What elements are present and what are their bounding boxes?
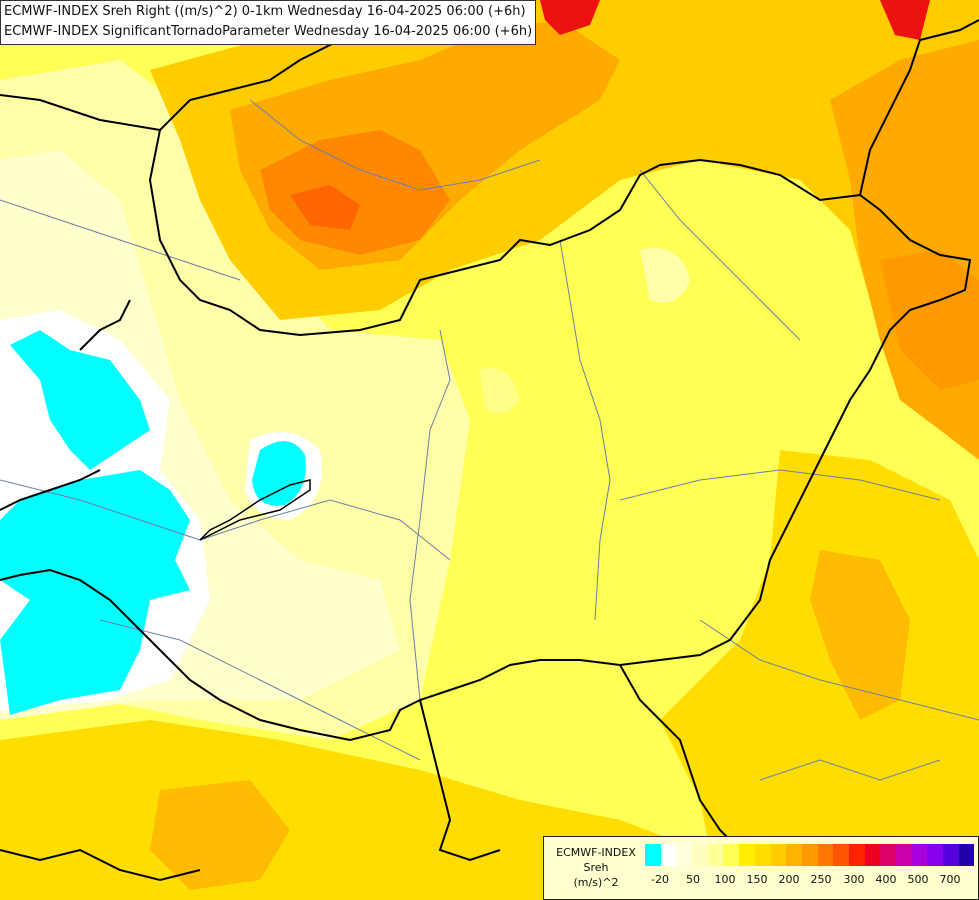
cyan-area-1 (10, 330, 150, 470)
legend-swatch (833, 844, 849, 866)
dark-orange-north (260, 130, 450, 255)
map-title-box: ECMWF-INDEX Sreh Right ((m/s)^2) 0-1km W… (0, 0, 537, 45)
legend-swatch (927, 844, 944, 866)
legend-tick-label: 200 (778, 873, 800, 886)
legend-tick-label: -20 (651, 873, 669, 886)
legend-swatch (864, 844, 881, 866)
legend-swatch (801, 844, 818, 866)
map-title-line-1: ECMWF-INDEX Sreh Right ((m/s)^2) 0-1km W… (4, 4, 526, 19)
legend-swatch (660, 844, 677, 866)
legend-tick-label: 250 (810, 873, 832, 886)
red-orange-core (290, 185, 360, 230)
legend-swatch (723, 844, 740, 866)
legend-tick-label: 700 (939, 873, 961, 886)
legend-ticks: -20 50 100 150 200 250 300 400 500 700 (645, 873, 975, 889)
legend-swatch (896, 844, 912, 866)
legend-tick-label: 100 (714, 873, 736, 886)
orange-southeast (810, 550, 910, 720)
dark-orange-east (880, 250, 979, 390)
legend-tick-label: 500 (907, 873, 929, 886)
legend-swatch (739, 844, 755, 866)
legend-tick-label: 400 (875, 873, 897, 886)
legend-label-line-1: ECMWF-INDEX (556, 846, 636, 859)
cyan-area-3 (252, 441, 306, 506)
legend-swatch (880, 844, 896, 866)
pale-patch-center (640, 248, 690, 303)
legend-swatch (707, 844, 724, 866)
legend-swatch (911, 844, 928, 866)
legend-swatch (958, 844, 975, 866)
red-top (540, 0, 600, 35)
river-lines (0, 99, 979, 781)
pale-patch-center-2 (480, 368, 520, 414)
cyan-area-2 (0, 470, 190, 715)
legend-swatch (770, 844, 787, 866)
legend-swatch (817, 844, 834, 866)
legend-swatch (692, 844, 708, 866)
red-top-right (880, 0, 930, 40)
legend-swatch (754, 844, 771, 866)
legend-swatch (943, 844, 959, 866)
legend-label-line-2: Sreh (583, 861, 609, 874)
legend-label: ECMWF-INDEX Sreh (m/s)^2 (548, 845, 644, 890)
color-legend: ECMWF-INDEX Sreh (m/s)^2 -20 50 100 150 200 2… (543, 836, 979, 900)
legend-swatch (676, 844, 693, 866)
legend-swatch (645, 844, 661, 866)
legend-tick-label: 50 (686, 873, 700, 886)
legend-label-line-3: (m/s)^2 (573, 876, 619, 889)
legend-tick-label: 150 (746, 873, 768, 886)
legend-swatch (848, 844, 865, 866)
gold-southwest (150, 780, 290, 890)
legend-swatches (645, 844, 975, 866)
map-title-line-2: ECMWF-INDEX SignificantTornadoParameter … (4, 24, 533, 39)
legend-tick-label: 300 (843, 873, 865, 886)
legend-swatch (786, 844, 802, 866)
gold-southeast (660, 450, 979, 900)
